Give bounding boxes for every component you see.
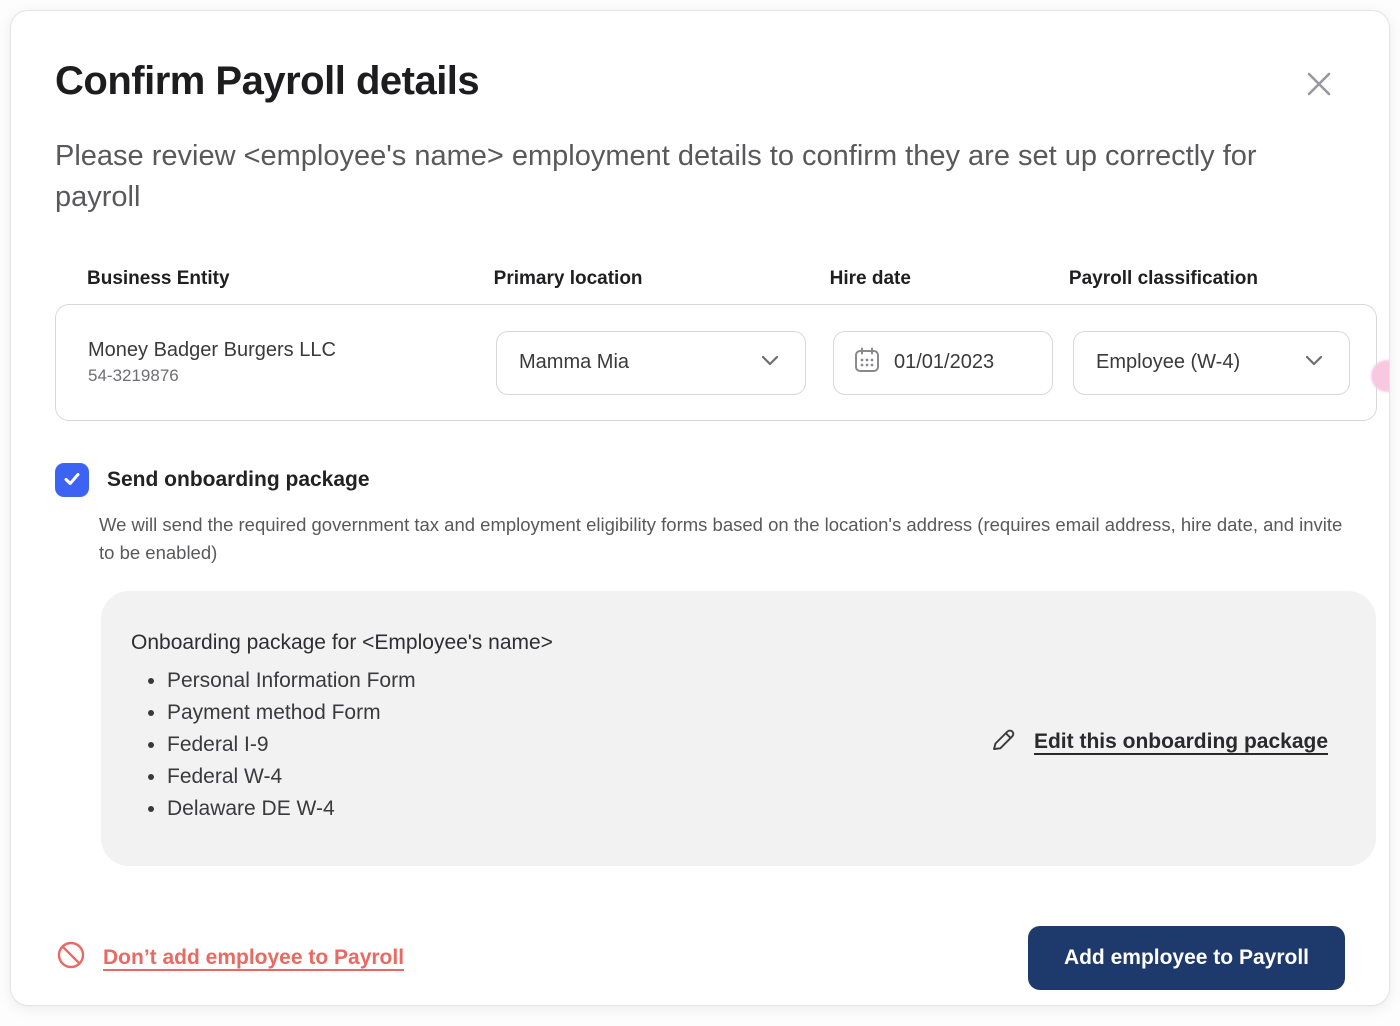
package-item: Delaware DE W-4 — [167, 793, 553, 825]
onboarding-description: We will send the required government tax… — [99, 514, 1343, 564]
close-icon — [1302, 72, 1336, 104]
package-item: Payment method Form — [167, 697, 553, 729]
package-item: Federal W-4 — [167, 761, 553, 793]
header-primary-location: Primary location — [493, 268, 643, 290]
edit-onboarding-package-link[interactable]: Edit this onboarding package — [988, 659, 1328, 826]
dont-add-employee-link[interactable]: Don’t add employee to Payroll — [55, 939, 404, 976]
send-onboarding-label: Send onboarding package — [107, 468, 370, 492]
business-entity-name: Money Badger Burgers LLC — [88, 339, 336, 362]
send-onboarding-checkbox[interactable] — [55, 463, 89, 498]
header-hire-date: Hire date — [829, 268, 911, 290]
payroll-classification-select[interactable]: Employee (W-4) — [1073, 330, 1350, 395]
package-contents: Onboarding package for <Employee's name>… — [131, 631, 553, 826]
employee-row: Money Badger Burgers LLC 54-3219876 Mamm… — [55, 304, 1377, 422]
hire-date-field[interactable]: 01/01/2023 — [833, 330, 1053, 395]
send-onboarding-row: Send onboarding package — [55, 463, 1345, 498]
prohibition-icon — [55, 939, 87, 976]
primary-location-value: Mamma Mia — [519, 351, 630, 374]
edit-onboarding-package-label: Edit this onboarding package — [1033, 730, 1328, 754]
dont-add-employee-label: Don’t add employee to Payroll — [103, 945, 405, 969]
chevron-down-icon — [1301, 347, 1327, 378]
calendar-icon — [852, 345, 882, 380]
primary-location-select[interactable]: Mamma Mia — [496, 330, 806, 395]
pink-cursor-dot — [1371, 360, 1389, 392]
package-item: Personal Information Form — [167, 665, 553, 697]
modal-subtitle: Please review <employee's name> employme… — [55, 140, 1257, 214]
package-item-list: Personal Information Form Payment method… — [141, 665, 553, 825]
checkmark-icon — [61, 468, 83, 493]
column-headers: Business Entity Primary location Hire da… — [55, 268, 1345, 290]
chevron-down-icon — [757, 347, 783, 378]
package-item: Federal I-9 — [167, 729, 553, 761]
modal-footer: Don’t add employee to Payroll Add employ… — [55, 925, 1345, 990]
hire-date-value: 01/01/2023 — [894, 351, 995, 374]
pencil-icon — [988, 725, 1018, 760]
payroll-classification-value: Employee (W-4) — [1096, 351, 1241, 374]
add-employee-to-payroll-button[interactable]: Add employee to Payroll — [1027, 925, 1345, 990]
header-payroll-classification: Payroll classification — [1068, 268, 1258, 290]
header-business-entity: Business Entity — [87, 268, 230, 290]
confirm-payroll-modal: Confirm Payroll details Please review <e… — [10, 10, 1390, 1006]
page-title: Confirm Payroll details — [55, 59, 480, 103]
package-title: Onboarding package for <Employee's name> — [131, 630, 553, 654]
close-button[interactable] — [1301, 67, 1337, 103]
onboarding-package-panel: Onboarding package for <Employee's name>… — [101, 590, 1376, 866]
business-entity-cell: Money Badger Burgers LLC 54-3219876 — [56, 339, 496, 386]
business-entity-ein: 54-3219876 — [88, 366, 179, 386]
